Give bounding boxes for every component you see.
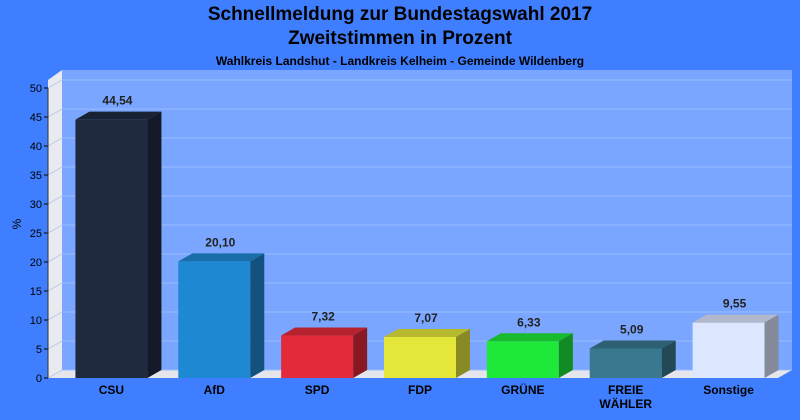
bar-side — [558, 333, 573, 378]
x-tick-label: GRÜNE — [501, 382, 544, 397]
y-tick-label: 35 — [30, 170, 42, 182]
bar — [75, 119, 148, 378]
x-tick-label: AfD — [204, 383, 226, 397]
x-tick-label: SPD — [305, 383, 330, 397]
y-tick-label: 25 — [30, 228, 42, 240]
x-tick-label: FDP — [408, 383, 432, 397]
chart-title: Schnellmeldung zur Bundestagswahl 2017 — [207, 4, 593, 25]
bar — [281, 335, 354, 378]
grid-line-side — [47, 79, 63, 89]
y-tick-label: 5 — [36, 344, 42, 356]
grid-line-side — [47, 340, 63, 350]
bar — [178, 261, 251, 378]
y-tick-label: 0 — [36, 373, 42, 385]
bar-side — [661, 340, 676, 378]
x-tick-label: FREIE WÄHLER — [599, 383, 652, 411]
grid-line-side — [47, 195, 63, 205]
chart-region-label: Wahlkreis Landshut - Landkreis Kelheim -… — [215, 54, 585, 68]
bar — [384, 336, 456, 378]
bar-top — [589, 340, 676, 349]
bar-top — [281, 327, 368, 336]
y-axis-label: % — [10, 218, 24, 229]
bar-value-label: 5,09 — [620, 322, 644, 336]
plot-side-wall — [48, 70, 62, 378]
bar-side — [764, 314, 779, 378]
bar-top — [692, 314, 779, 323]
plot-back-wall — [62, 70, 792, 370]
grid-line-side — [47, 166, 63, 176]
bar-value-label: 44,54 — [102, 94, 132, 108]
grid-line-side — [47, 108, 63, 118]
bar — [486, 341, 559, 378]
bar-side — [353, 327, 368, 378]
y-tick-label: 45 — [30, 112, 42, 124]
x-tick-label: CSU — [99, 383, 124, 397]
bar-value-label: 7,32 — [311, 310, 335, 324]
bar-side — [456, 328, 470, 378]
bar-top — [178, 253, 265, 262]
y-tick-label: 40 — [30, 141, 42, 153]
x-tick-label: Sonstige — [703, 383, 754, 397]
bar — [589, 348, 662, 378]
bar-top — [486, 333, 573, 342]
bar-side — [250, 253, 265, 378]
chart-subtitle: Zweitstimmen in Prozent — [288, 28, 512, 49]
y-axis: 0 5 10 15 20 25 30 35 40 45 50 — [30, 83, 49, 385]
x-axis: CSU AfD SPD FDP GRÜNE FREIE WÄHLER Sonstige — [99, 382, 754, 411]
bar-value-label: 9,55 — [723, 297, 747, 311]
bar-top — [75, 111, 162, 120]
bar-value-label: 7,07 — [414, 311, 438, 325]
y-tick-label: 30 — [30, 199, 42, 211]
y-tick-label: 15 — [30, 286, 42, 298]
y-tick-label: 10 — [30, 315, 42, 327]
grid-line-side — [47, 137, 63, 147]
grid-line-side — [47, 224, 63, 234]
grid-line-side — [47, 282, 63, 292]
bar-value-label: 20,10 — [205, 235, 235, 249]
grid-line-side — [47, 311, 63, 321]
bar-side — [147, 111, 162, 378]
bar-value-label: 6,33 — [517, 315, 541, 329]
bars: 44,54 20,10 7,32 7,07 6,33 5,09 9,55 — [75, 94, 779, 378]
grid-line-side — [47, 369, 63, 379]
y-tick-label: 20 — [30, 257, 42, 269]
y-tick-label: 50 — [30, 83, 42, 95]
bar-top — [384, 328, 470, 337]
grid-line-side — [47, 253, 63, 263]
bar — [692, 322, 765, 378]
